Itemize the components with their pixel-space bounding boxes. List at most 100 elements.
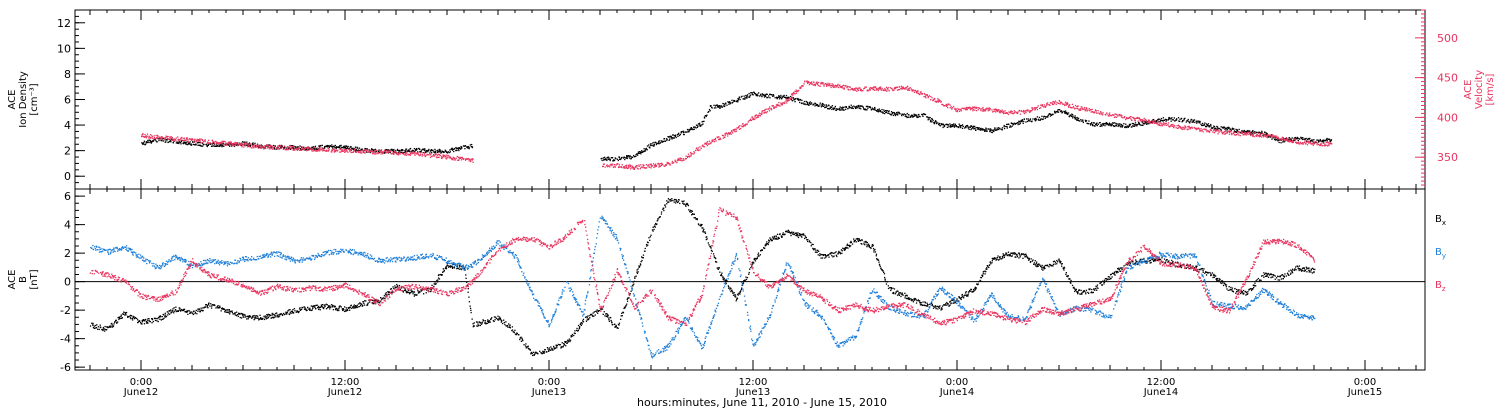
data-point: [446, 158, 448, 160]
y2-axis-tick-label: 500: [1437, 32, 1458, 45]
data-point: [1189, 127, 1191, 129]
data-point: [216, 145, 218, 147]
data-point: [147, 322, 149, 324]
data-point: [1248, 131, 1250, 133]
data-point: [409, 152, 412, 155]
data-point: [220, 145, 222, 147]
data-point: [211, 145, 213, 147]
data-point: [1010, 122, 1013, 124]
data-point: [1189, 120, 1192, 122]
data-point: [177, 310, 179, 312]
data-point: [1087, 109, 1089, 111]
data-point: [649, 166, 651, 168]
data-point: [653, 166, 655, 168]
data-point: [525, 347, 527, 349]
data-point: [1031, 120, 1033, 122]
data-point: [957, 109, 960, 111]
data-point: [884, 89, 886, 91]
data-point: [423, 149, 425, 151]
data-point: [784, 101, 786, 103]
data-point: [1157, 121, 1159, 123]
data-point: [242, 316, 244, 318]
data-point: [854, 106, 857, 108]
data-point: [1152, 118, 1155, 121]
data-point: [1128, 117, 1131, 119]
data-point: [243, 141, 245, 143]
data-point: [1145, 119, 1148, 121]
data-point: [1122, 125, 1124, 127]
data-point: [821, 82, 823, 85]
data-point: [758, 112, 761, 114]
data-point: [1113, 116, 1116, 118]
data-point: [300, 148, 302, 151]
data-point: [1015, 122, 1017, 125]
data-point: [1242, 133, 1245, 135]
data-point: [394, 151, 396, 154]
data-point: [1147, 122, 1149, 124]
data-point: [183, 142, 185, 144]
data-point: [420, 151, 422, 153]
data-point: [261, 318, 264, 320]
data-point: [910, 88, 912, 90]
data-point: [1306, 144, 1309, 146]
data-point: [621, 166, 623, 169]
data-point: [843, 84, 845, 86]
data-point: [469, 305, 471, 307]
data-point: [743, 95, 745, 97]
data-point: [320, 305, 323, 307]
data-point: [432, 154, 435, 156]
data-point: [710, 141, 713, 143]
data-point: [516, 332, 518, 335]
data-point: [754, 93, 756, 95]
data-point: [303, 146, 305, 148]
data-point: [121, 317, 123, 319]
data-point: [758, 114, 760, 116]
data-point: [967, 126, 969, 128]
data-point: [1178, 127, 1180, 129]
data-point: [1213, 126, 1216, 128]
data-point: [185, 139, 187, 141]
data-point: [913, 89, 915, 92]
data-point: [148, 137, 150, 139]
data-point: [169, 136, 171, 138]
data-point: [215, 140, 217, 143]
data-point: [1301, 138, 1304, 141]
data-point: [636, 164, 638, 167]
data-point: [154, 317, 156, 319]
data-point: [674, 135, 677, 138]
data-point: [649, 146, 651, 148]
data-point: [190, 312, 192, 314]
data-point: [805, 103, 807, 106]
data-point: [355, 306, 357, 308]
data-point: [1149, 121, 1151, 123]
data-point: [785, 98, 787, 100]
data-point: [1136, 125, 1138, 127]
data-point: [662, 141, 664, 143]
data-point: [666, 161, 668, 164]
data-point: [172, 310, 174, 312]
data-point: [1124, 126, 1126, 129]
data-point: [412, 149, 414, 152]
data-point: [155, 140, 157, 142]
data-point: [913, 115, 916, 117]
data-point: [619, 166, 621, 168]
data-point: [332, 148, 334, 150]
data-point: [836, 84, 839, 87]
data-point: [1072, 117, 1074, 119]
data-point: [1066, 102, 1069, 104]
data-point: [414, 150, 416, 153]
data-point: [462, 265, 464, 267]
data-point: [890, 111, 893, 113]
data-point: [339, 305, 341, 307]
data-point: [669, 135, 671, 138]
data-point: [894, 86, 896, 89]
data-point: [806, 103, 809, 106]
data-point: [902, 87, 905, 90]
data-point: [880, 86, 882, 88]
data-point: [1158, 123, 1160, 125]
data-point: [1146, 123, 1148, 125]
data-point: [296, 311, 299, 313]
data-point: [1188, 128, 1190, 130]
data-point: [931, 121, 933, 123]
data-point: [204, 139, 206, 141]
